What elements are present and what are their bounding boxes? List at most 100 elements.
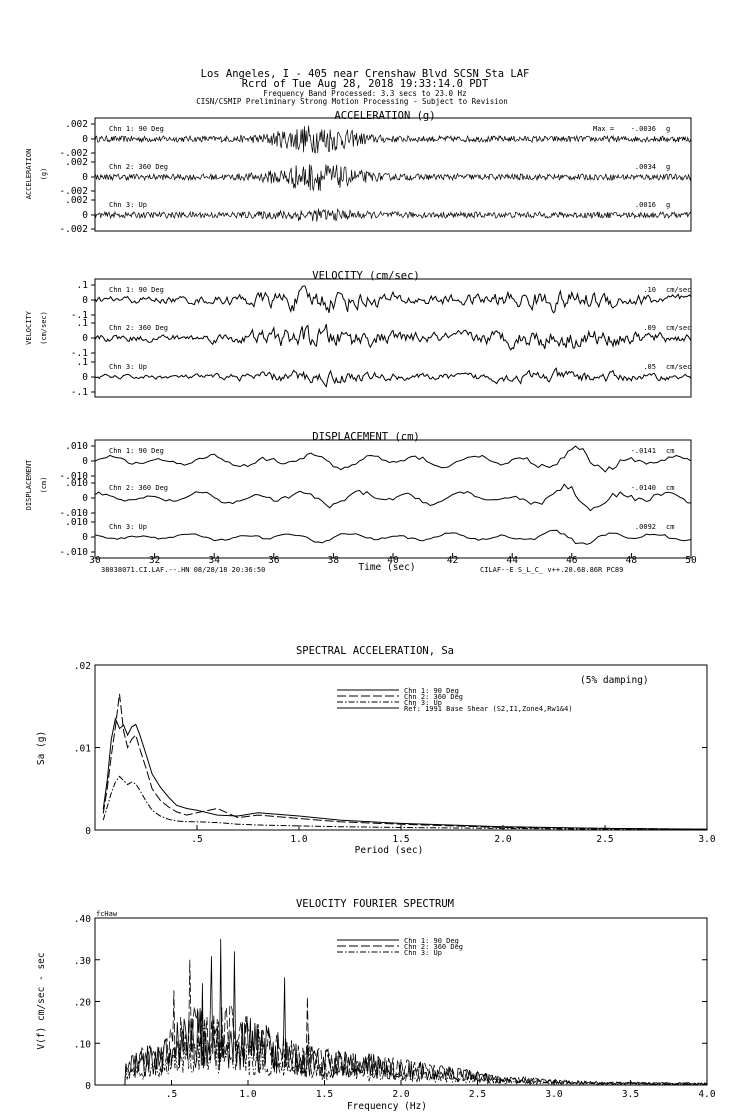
- x-tick-label: 2.5: [469, 1089, 486, 1100]
- station-title: Los Angeles, I - 405 near Crenshaw Blvd …: [201, 68, 530, 80]
- y-tick-label: .002: [65, 195, 88, 206]
- max-value: -.0141: [631, 447, 656, 455]
- y-tick-label: -.002: [59, 148, 88, 159]
- fs-series-chn-3-up: [113, 1013, 708, 1086]
- trace-chn-3-up: [94, 529, 692, 545]
- y-tick-label: -.002: [59, 186, 88, 197]
- sa-series-chn-1-90-deg: [102, 716, 708, 830]
- y-tick-label: .1: [77, 357, 89, 368]
- processing-note: CISN/CSMIP Preliminary Strong Motion Pro…: [196, 97, 508, 106]
- x-tick-label: 2.0: [494, 834, 511, 845]
- acceleration-panel: ACCELERATION (g) ACCELERATION (g) Max = …: [25, 110, 692, 235]
- sa-title: SPECTRAL ACCELERATION, Sa: [296, 645, 454, 657]
- sa-damping-note: (5% damping): [580, 675, 649, 686]
- x-tick-label: 2.0: [392, 1089, 409, 1100]
- x-tick-label: 4.0: [698, 1089, 715, 1100]
- sa-series-chn-3-up: [102, 775, 707, 830]
- trace-chn-1-90-deg: [94, 285, 692, 314]
- max-value: .0092: [635, 523, 656, 531]
- displacement-panel: DISPLACEMENT (cm) DISPLACEMENT (cm) Time…: [25, 431, 697, 574]
- x-tick-label: 34: [208, 555, 220, 566]
- x-tick-label: 50: [685, 555, 697, 566]
- time-axis-label: Time (sec): [358, 562, 415, 573]
- displacement-title: DISPLACEMENT (cm): [312, 431, 419, 443]
- max-value: .10: [643, 286, 656, 294]
- x-tick-label: 3.5: [622, 1089, 639, 1100]
- x-tick-label: 46: [566, 555, 578, 566]
- y-tick-label: 0: [82, 532, 88, 543]
- x-tick-label: 1.5: [316, 1089, 333, 1100]
- channel-label: Chn 1: 90 Deg: [109, 125, 164, 133]
- trace-chn-2-360-deg: [94, 164, 692, 192]
- footer-right: CILAF--E S_L_C_ v++.20.68.86R PC89: [480, 566, 623, 574]
- legend-label: Chn 1: 90 Deg: [404, 937, 459, 945]
- y-tick-label: .01: [74, 744, 91, 755]
- trace-chn-2-360-deg: [94, 323, 692, 351]
- y-tick-label: .02: [74, 661, 91, 672]
- fourier-spectrum-chart: VELOCITY FOURIER SPECTRUM fcHaw Frequenc…: [36, 898, 716, 1112]
- y-tick-label: .010: [65, 478, 88, 489]
- acceleration-unit-label: (g): [40, 168, 48, 181]
- x-tick-label: 42: [447, 555, 458, 566]
- y-tick-label: .10: [74, 1039, 91, 1050]
- trace-chn-2-360-deg: [94, 483, 692, 512]
- max-unit: g: [666, 201, 670, 209]
- acceleration-ylabel: ACCELERATION: [25, 149, 33, 200]
- acceleration-title: ACCELERATION (g): [334, 110, 435, 122]
- sa-series-chn-2-360-deg: [102, 693, 708, 830]
- trace-chn-1-90-deg: [94, 125, 692, 154]
- y-tick-label: .010: [65, 441, 88, 452]
- x-tick-label: 44: [506, 555, 518, 566]
- x-tick-label: 32: [149, 555, 160, 566]
- max-unit: cm: [666, 523, 674, 531]
- x-tick-label: 1.0: [239, 1089, 256, 1100]
- fs-corner-label: fcHaw: [96, 910, 118, 918]
- max-unit: cm: [666, 484, 674, 492]
- x-tick-label: 2.5: [596, 834, 613, 845]
- max-value: .05: [643, 363, 656, 371]
- y-tick-label: -.1: [71, 348, 88, 359]
- fs-title: VELOCITY FOURIER SPECTRUM: [296, 898, 454, 910]
- y-tick-label: .1: [77, 280, 89, 291]
- x-tick-label: 1.5: [392, 834, 409, 845]
- max-unit: cm/sec: [666, 286, 691, 294]
- y-tick-label: 0: [82, 333, 88, 344]
- max-value: -.0140: [631, 484, 656, 492]
- max-unit: g: [666, 125, 670, 133]
- channel-label: Chn 2: 360 Deg: [109, 484, 168, 492]
- velocity-panel: VELOCITY (cm/sec) VELOCITY (cm/sec) .10-…: [25, 270, 692, 398]
- legend-label: Chn 1: 90 Deg: [404, 687, 459, 695]
- y-tick-label: 0: [82, 493, 88, 504]
- sa-frame: [94, 664, 708, 831]
- frequency-band: Frequency Band Processed: 3.3 secs to 23…: [263, 89, 466, 98]
- channel-label: Chn 1: 90 Deg: [109, 447, 164, 455]
- y-tick-label: 0: [85, 1081, 91, 1092]
- velocity-title: VELOCITY (cm/sec): [312, 270, 419, 282]
- y-tick-label: 0: [82, 372, 88, 383]
- fs-ylabel: V(f) cm/sec - sec: [36, 952, 47, 1049]
- displacement-frame: [94, 439, 692, 559]
- legend-label: Ref: 1991 Base Shear (S2,I1,Zone4,Rw1&4): [404, 705, 573, 713]
- record-time: Rcrd of Tue Aug 28, 2018 19:33:14.0 PDT: [242, 78, 489, 90]
- x-tick-label: .5: [191, 834, 202, 845]
- legend-label: Chn 2: 360 Deg: [404, 943, 463, 951]
- y-tick-label: 0: [82, 295, 88, 306]
- max-value: .0016: [635, 201, 656, 209]
- y-tick-label: .20: [74, 998, 91, 1009]
- max-value: .09: [643, 324, 656, 332]
- channel-label: Chn 3: Up: [109, 201, 147, 209]
- x-tick-label: 1.0: [290, 834, 307, 845]
- y-tick-label: -.1: [71, 387, 88, 398]
- max-unit: g: [666, 163, 670, 171]
- sa-ylabel: Sa (g): [36, 731, 47, 765]
- x-tick-label: 3.0: [545, 1089, 562, 1100]
- y-tick-label: -.1: [71, 310, 88, 321]
- trace-chn-3-up: [94, 367, 692, 388]
- y-tick-label: .002: [65, 119, 88, 130]
- y-tick-label: 0: [85, 826, 91, 837]
- max-unit: cm/sec: [666, 324, 691, 332]
- sa-xlabel: Period (sec): [355, 845, 424, 856]
- max-unit: cm: [666, 447, 674, 455]
- velocity-ylabel: VELOCITY: [25, 310, 33, 345]
- legend-label: Chn 3: Up: [404, 949, 442, 957]
